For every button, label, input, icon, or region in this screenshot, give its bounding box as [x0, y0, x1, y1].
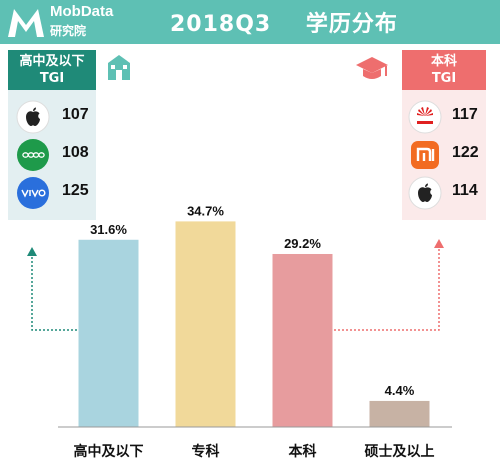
school-building-icon: [108, 55, 130, 80]
bar: [175, 221, 236, 427]
right-panel-subtitle: TGI: [431, 71, 457, 86]
tgi-value: 114: [452, 182, 478, 199]
bar: [369, 400, 430, 427]
connector-lines: [27, 239, 444, 331]
right-tgi-panel: 本科 TGI 117 122 114: [402, 50, 486, 220]
x-tick-label: 高中及以下: [74, 443, 144, 460]
right-panel-header: 本科 TGI: [402, 50, 486, 90]
mobdata-logo-icon: [8, 9, 44, 37]
left-connector-line: [31, 254, 77, 331]
left-brand-row: 108: [8, 136, 96, 174]
bar: [78, 239, 139, 427]
bar-value-label: 31.6%: [90, 222, 127, 237]
right-brand-row: 114: [402, 174, 486, 212]
bar-value-label: 34.7%: [187, 203, 224, 218]
left-tgi-panel: 高中及以下 TGI 107 108: [8, 50, 96, 220]
left-connector-arrow: [27, 247, 37, 256]
header-bar: MobData 研究院 2018Q3 学历分布: [0, 0, 500, 44]
left-brand-row: 125: [8, 174, 96, 212]
x-tick-label: 硕士及以上: [365, 443, 435, 460]
tgi-value: 122: [452, 144, 479, 161]
right-brand-row: 117: [402, 98, 486, 136]
bar-value-label: 4.4%: [385, 383, 415, 398]
brand-name-en: MobData: [50, 3, 114, 20]
brand-name-cn: 研究院: [50, 24, 87, 38]
bar: [272, 253, 333, 427]
right-connector-arrow: [434, 239, 444, 248]
right-brand-row: 122: [402, 136, 486, 174]
x-tick-label: 本科: [289, 443, 317, 460]
vivo-logo: [17, 177, 49, 209]
right-panel-body: 117 122 114: [402, 90, 486, 220]
left-panel-title: 高中及以下: [19, 54, 85, 69]
tgi-value: 108: [62, 144, 89, 161]
left-brand-row: 107: [8, 98, 96, 136]
page-title: 2018Q3 学历分布: [170, 12, 398, 37]
huawei-logo: [408, 100, 442, 134]
apple-icon: [16, 100, 50, 134]
tgi-value: 107: [62, 106, 89, 123]
apple-icon: [408, 176, 442, 210]
oppo-logo: [17, 139, 49, 171]
graduation-cap-icon: [356, 57, 388, 79]
right-panel-title: 本科: [430, 54, 457, 69]
left-panel-header: 高中及以下 TGI: [8, 50, 96, 90]
tgi-value: 125: [62, 182, 89, 199]
tgi-value: 117: [452, 106, 478, 123]
bar-value-label: 29.2%: [284, 236, 321, 251]
x-tick-label: 专科: [192, 443, 220, 460]
left-panel-body: 107 108 125: [8, 90, 96, 220]
left-panel-subtitle: TGI: [39, 71, 65, 86]
right-connector-line: [326, 246, 440, 331]
mi-logo: [411, 141, 439, 169]
